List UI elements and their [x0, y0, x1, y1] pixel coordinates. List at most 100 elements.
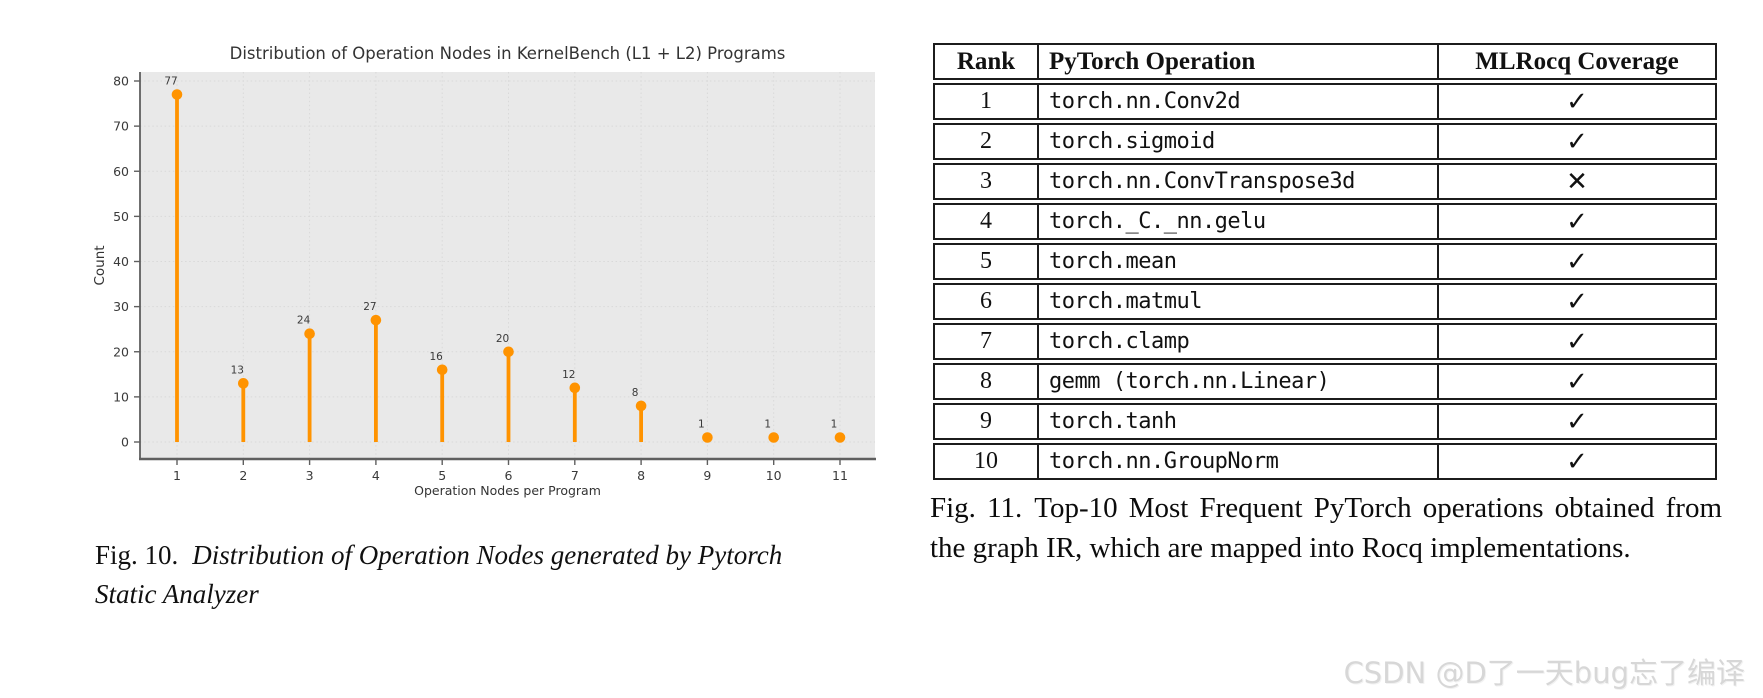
header-coverage: MLRocq Coverage	[1437, 43, 1717, 80]
operation-cell: torch._C._nn.gelu	[1037, 203, 1437, 240]
coverage-mark: ✓	[1437, 283, 1717, 320]
y-axis-label: Count	[92, 245, 108, 285]
stem-marker	[436, 364, 448, 376]
table-row: 1 torch.nn.Conv2d ✓	[933, 83, 1717, 120]
rank-cell: 6	[933, 283, 1037, 320]
table-row: 4 torch._C._nn.gelu ✓	[933, 203, 1717, 240]
y-tick-label: 50	[113, 209, 129, 224]
value-label: 27	[363, 301, 376, 313]
y-tick-label: 20	[113, 344, 129, 359]
y-tick-label: 30	[113, 299, 129, 314]
value-label: 1	[831, 418, 838, 430]
stem-marker	[304, 328, 315, 340]
value-label: 12	[562, 369, 575, 381]
x-tick-label: 3	[306, 468, 314, 483]
figure10-caption-text: Distribution of Operation Nodes generate…	[95, 540, 783, 610]
stem-marker	[503, 346, 514, 358]
value-label: 1	[764, 418, 771, 430]
figure11-caption: Fig. 11. Top-10 Most Frequent PyTorch ope…	[930, 488, 1722, 568]
figure11-label: Fig. 11.	[930, 492, 1023, 524]
coverage-mark: ✓	[1437, 403, 1717, 440]
table-row: 3 torch.nn.ConvTranspose3d ✕	[933, 163, 1717, 200]
operation-cell: torch.nn.GroupNorm	[1037, 443, 1437, 480]
coverage-mark: ✓	[1437, 323, 1717, 360]
coverage-mark: ✕	[1437, 163, 1717, 200]
operation-cell: gemm (torch.nn.Linear)	[1037, 363, 1437, 400]
rank-cell: 8	[933, 363, 1037, 400]
operation-cell: torch.clamp	[1037, 323, 1437, 360]
value-label: 20	[496, 333, 509, 345]
header-operation: PyTorch Operation	[1037, 43, 1437, 80]
table-row: 7 torch.clamp ✓	[933, 323, 1717, 360]
value-label: 16	[430, 351, 444, 363]
coverage-mark: ✓	[1437, 203, 1717, 240]
coverage-mark: ✓	[1437, 363, 1717, 400]
stem-marker	[702, 432, 713, 443]
rank-cell: 3	[933, 163, 1037, 200]
value-label: 13	[231, 364, 244, 376]
csdn-watermark: CSDN @D了一天bug忘了编译	[1343, 656, 1745, 690]
operation-cell: torch.tanh	[1037, 403, 1437, 440]
chart-title: Distribution of Operation Nodes in Kerne…	[230, 44, 786, 63]
x-tick-label: 1	[173, 468, 181, 483]
table-row: 10 torch.nn.GroupNorm ✓	[933, 443, 1717, 480]
y-tick-label: 10	[113, 389, 129, 404]
table-row: 5 torch.mean ✓	[933, 243, 1717, 280]
operation-cell: torch.nn.Conv2d	[1037, 83, 1437, 120]
table-row: 8 gemm (torch.nn.Linear) ✓	[933, 363, 1717, 400]
value-label: 8	[632, 387, 639, 399]
value-label: 77	[164, 76, 177, 88]
value-label: 24	[297, 315, 311, 327]
operation-cell: torch.nn.ConvTranspose3d	[1037, 163, 1437, 200]
coverage-mark: ✓	[1437, 83, 1717, 120]
stem-marker	[171, 89, 183, 100]
x-tick-label: 10	[766, 468, 782, 483]
figure10-caption: Fig. 10. Distribution of Operation Nodes …	[95, 536, 835, 614]
coverage-mark: ✓	[1437, 243, 1717, 280]
coverage-mark: ✓	[1437, 443, 1717, 480]
x-tick-label: 11	[832, 468, 848, 483]
stem-marker	[834, 432, 846, 443]
y-tick-label: 40	[113, 254, 129, 269]
y-tick-label: 70	[113, 119, 129, 134]
table-row: 9 torch.tanh ✓	[933, 403, 1717, 440]
coverage-table-figure: Rank PyTorch Operation MLRocq Coverage 1…	[933, 40, 1717, 483]
y-tick-label: 60	[113, 164, 129, 179]
rank-cell: 4	[933, 203, 1037, 240]
value-label: 1	[698, 418, 705, 430]
operation-cell: torch.mean	[1037, 243, 1437, 280]
x-tick-label: 5	[438, 468, 446, 483]
x-tick-label: 7	[571, 468, 579, 483]
stem-marker	[635, 400, 647, 412]
x-tick-label: 8	[637, 468, 645, 483]
x-tick-label: 4	[372, 468, 380, 483]
x-tick-label: 9	[703, 468, 711, 483]
rank-cell: 2	[933, 123, 1037, 160]
operation-cell: torch.matmul	[1037, 283, 1437, 320]
figure10-label: Fig. 10.	[95, 540, 179, 570]
stem-marker	[370, 314, 382, 326]
y-tick-label: 0	[121, 435, 129, 450]
operation-nodes-figure: 0 10 20 30 40 50 60 70 80 1 2 3 4 5 6 7 8 9 10 11 77 13 24 27 16…	[90, 33, 890, 505]
rank-cell: 1	[933, 83, 1037, 120]
table-header-row: Rank PyTorch Operation MLRocq Coverage	[933, 43, 1717, 80]
stem-marker	[238, 378, 249, 389]
coverage-table: Rank PyTorch Operation MLRocq Coverage 1…	[933, 40, 1717, 483]
y-tick-label: 80	[113, 74, 129, 89]
table-row: 6 torch.matmul ✓	[933, 283, 1717, 320]
rank-cell: 9	[933, 403, 1037, 440]
rank-cell: 10	[933, 443, 1037, 480]
stem-marker	[569, 382, 581, 394]
rank-cell: 5	[933, 243, 1037, 280]
stem-marker	[768, 432, 779, 443]
rank-cell: 7	[933, 323, 1037, 360]
x-tick-label: 6	[505, 468, 513, 483]
table-row: 2 torch.sigmoid ✓	[933, 123, 1717, 160]
header-rank: Rank	[933, 43, 1037, 80]
figure11-caption-text: Top-10 Most Frequent PyTorch operations …	[930, 492, 1723, 565]
x-tick-label: 2	[239, 468, 247, 483]
coverage-mark: ✓	[1437, 123, 1717, 160]
operation-cell: torch.sigmoid	[1037, 123, 1437, 160]
x-axis-label: Operation Nodes per Program	[414, 483, 601, 498]
